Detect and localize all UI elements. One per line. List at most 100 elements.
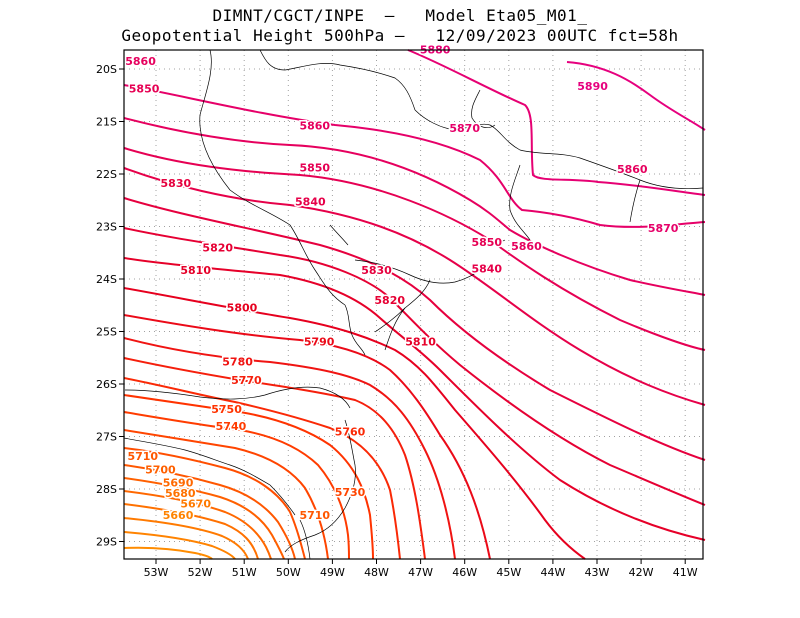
contour-line [123,167,706,406]
title-line-2: Geopotential Height 500hPa – 12/09/2023 … [121,26,679,45]
lon-tick-label: 52W [188,566,213,579]
contour-label: 5890 [577,80,608,93]
title-line-1: DIMNT/CGCT/INPE – Model Eta05_M01_ [212,6,588,25]
contour-line [123,287,586,560]
height-contours [123,49,706,560]
contour-label: 5870 [648,222,679,235]
lon-tick-label: 47W [408,566,433,579]
contour-line [123,357,426,560]
contour-label: 5700 [145,463,176,476]
lon-tick-label: 49W [320,566,345,579]
contour-label: 5760 [335,425,366,438]
contour-label: 5710 [127,450,158,463]
contour-line [123,490,272,560]
lon-tick-label: 44W [540,566,565,579]
lon-tick-label: 53W [144,566,169,579]
coastline-segment [509,164,531,241]
lon-tick-label: 46W [452,566,477,579]
lon-tick-label: 41W [673,566,698,579]
contour-label: 5840 [295,196,326,209]
contour-line [123,477,285,560]
contour-label: 5710 [299,509,330,522]
contour-label: 5850 [299,161,330,174]
coastline-segment [474,239,506,244]
coastline-segment [354,259,491,284]
contour-label: 5810 [405,336,436,349]
contour-label: 5660 [163,509,194,522]
coastline-segment [344,304,366,356]
contour-label: 5830 [361,264,392,277]
contour-label: 5850 [129,83,160,96]
contour-line [123,377,401,560]
lon-tick-label: 48W [364,566,389,579]
contour-line [123,227,706,506]
contour-line [123,517,249,560]
lon-tick-label: 50W [276,566,301,579]
contour-label: 5820 [374,294,405,307]
contour-line [566,61,706,131]
contour-label: 5740 [216,420,247,433]
coastline-segment [629,179,641,223]
contour-line [123,447,306,560]
contour-label: 5860 [617,163,648,176]
contour-line [123,257,706,541]
lat-tick-label: 28S [96,483,117,496]
contour-label: 5860 [299,119,330,132]
contour-label: 5790 [304,336,335,349]
coastline-segment [329,224,349,246]
lat-tick-label: 24S [96,273,117,286]
coastline-segment [124,386,351,409]
lon-tick-label: 42W [629,566,654,579]
lat-tick-label: 27S [96,431,117,444]
axis-ticks: 53W 52W 51W 50W 49W 48W 47W 46W 45W 44W 43W 42W 41W 2… [96,63,698,579]
contour-label: 5680 [165,487,196,500]
contour-label: 5730 [335,486,366,499]
coastline-segment [299,519,311,560]
contour-label: 5800 [227,302,258,315]
contour-line [123,337,456,560]
contour-line [123,464,296,560]
contour-line [123,429,329,560]
contour-label: 5840 [471,263,502,276]
lat-tick-label: 21S [96,116,117,129]
lat-tick-label: 22S [96,168,117,181]
coastline-segment [471,89,496,128]
lat-tick-label: 26S [96,378,117,391]
coastline-segment [284,419,356,553]
contour-label: 5850 [471,236,502,249]
contour-line [123,546,213,560]
plot-frame [123,49,704,560]
contour-line [123,503,259,560]
lon-tick-label: 45W [496,566,521,579]
contour-line [123,531,236,560]
contour-label: 5860 [511,240,542,253]
lat-tick-label: 23S [96,221,117,234]
lat-tick-label: 20S [96,63,117,76]
lat-tick-label: 29S [96,536,117,549]
contour-label: 5830 [161,177,192,190]
contour-line [123,147,706,351]
contour-line [123,84,706,228]
contour-line [123,314,491,560]
contour-label: 5690 [163,476,194,489]
contour-label: 5780 [222,356,253,369]
coastline-segment [259,49,416,111]
contour-label: 5870 [449,122,480,135]
contour-label: 5770 [231,374,262,387]
contour-line [123,411,350,560]
contour-line [123,394,374,560]
lon-tick-label: 43W [585,566,610,579]
coastline-segment [123,437,296,516]
contour-line [123,117,706,296]
coastline-borders [123,49,704,560]
lon-tick-label: 51W [232,566,257,579]
contour-label: 5810 [180,264,211,277]
contour-line [407,49,706,196]
coastline-segment [199,49,346,306]
contour-line [123,197,706,461]
lat-tick-label: 25S [96,326,117,339]
contour-label: 5860 [125,55,156,68]
contour-label: 5670 [180,497,211,510]
